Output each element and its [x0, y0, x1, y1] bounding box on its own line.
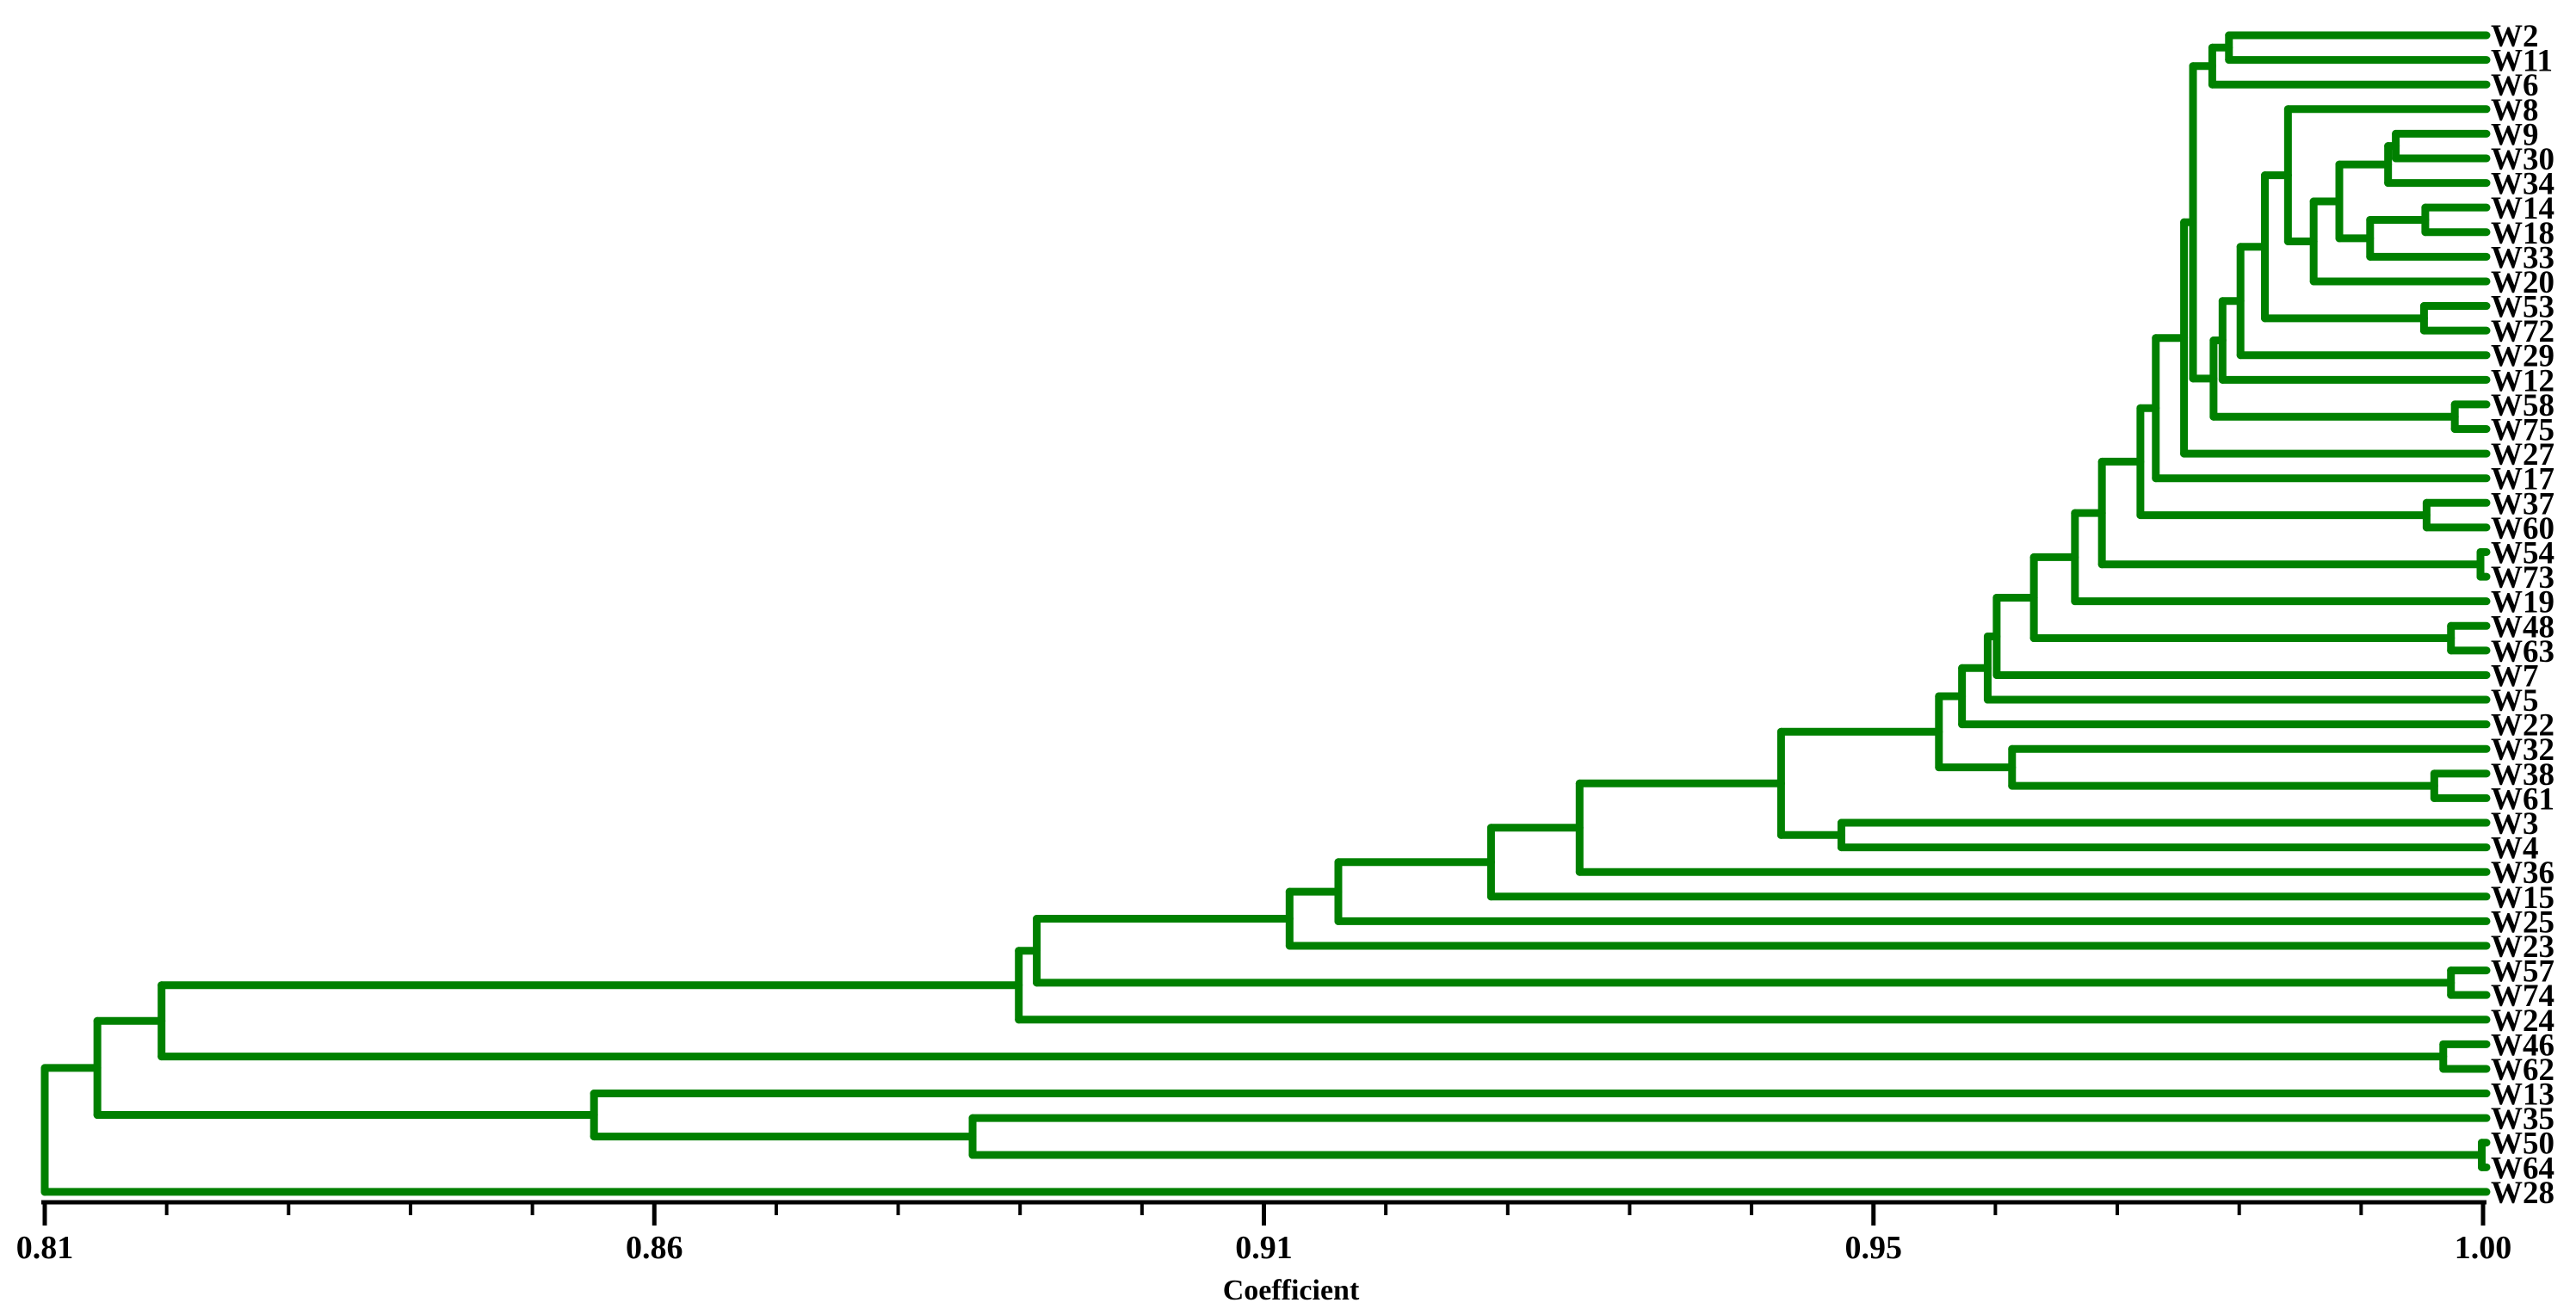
axis-tick-label: 0.81	[16, 1230, 74, 1266]
leaf-label: W50	[2491, 1127, 2554, 1162]
axis-tick-label: 0.86	[626, 1230, 683, 1266]
leaf-label: W38	[2491, 757, 2554, 793]
leaf-label: W29	[2491, 339, 2554, 374]
leaf-label: W62	[2491, 1053, 2554, 1088]
leaf-label: W18	[2491, 216, 2554, 251]
leaf-label: W28	[2491, 1176, 2554, 1211]
leaf-label: W63	[2491, 634, 2554, 670]
leaf-label: W30	[2491, 142, 2554, 177]
axis-tick-label: 0.91	[1235, 1230, 1293, 1266]
leaf-label: W34	[2491, 167, 2554, 202]
cluster-tree	[40, 31, 2491, 1196]
leaf-label: W5	[2491, 683, 2539, 719]
leaf-label: W13	[2491, 1077, 2554, 1113]
leaf-label: W15	[2491, 880, 2554, 916]
leaf-label: W11	[2491, 44, 2553, 79]
leaf-label: W74	[2491, 979, 2554, 1014]
leaf-label: W33	[2491, 240, 2554, 275]
leaf-label: W64	[2491, 1151, 2554, 1186]
leaf-label: W19	[2491, 585, 2554, 621]
leaf-label: W24	[2491, 1003, 2554, 1039]
leaf-label: W9	[2491, 117, 2539, 152]
leaf-label: W61	[2491, 781, 2554, 817]
leaf-label: W48	[2491, 609, 2554, 645]
leaf-label: W8	[2491, 93, 2539, 128]
leaf-label: W23	[2491, 929, 2554, 965]
leaf-label: W57	[2491, 954, 2554, 990]
leaf-label: W6	[2491, 68, 2539, 103]
leaf-label: W35	[2491, 1102, 2554, 1137]
leaf-label: W20	[2491, 265, 2554, 300]
leaf-label: W54	[2491, 535, 2554, 571]
axis-tick-label: 0.95	[1845, 1230, 1903, 1266]
leaf-label: W27	[2491, 437, 2554, 472]
leaf-label: W75	[2491, 413, 2554, 448]
leaf-label: W3	[2491, 806, 2539, 842]
leaf-label: W37	[2491, 486, 2554, 522]
leaf-labels: W2W11W6W8W9W30W34W14W18W33W20W53W72W29W1…	[2491, 19, 2554, 1211]
leaf-label: W7	[2491, 658, 2539, 694]
leaf-label: W46	[2491, 1028, 2554, 1063]
axis-tick-label: 1.00	[2455, 1230, 2512, 1266]
leaf-label: W73	[2491, 560, 2554, 596]
leaf-label: W72	[2491, 314, 2554, 349]
leaf-label: W53	[2491, 290, 2554, 325]
leaf-label: W60	[2491, 511, 2554, 546]
leaf-label: W12	[2491, 363, 2554, 398]
leaf-label: W14	[2491, 191, 2554, 226]
coefficient-axis: 0.81 0.86 0.91 0.95 1.00	[16, 1200, 2512, 1266]
leaf-label: W22	[2491, 708, 2554, 744]
leaf-label: W58	[2491, 388, 2554, 423]
axis-title: Coefficient	[1223, 1275, 1360, 1306]
leaf-label: W25	[2491, 905, 2554, 940]
leaf-label: W17	[2491, 462, 2554, 497]
leaf-label: W4	[2491, 831, 2539, 867]
leaf-label: W2	[2491, 19, 2539, 54]
leaf-label: W36	[2491, 855, 2554, 891]
leaf-label: W32	[2491, 732, 2554, 768]
